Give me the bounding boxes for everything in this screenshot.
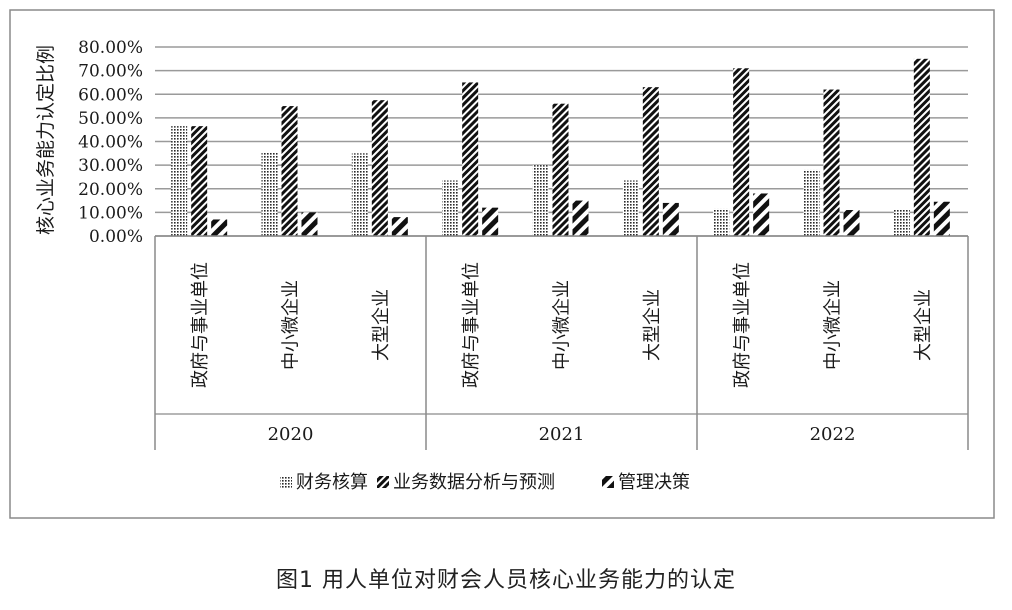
legend-swatch [602, 476, 614, 488]
group-label: 2022 [810, 424, 856, 445]
y-tick-label: 40.00% [78, 133, 143, 153]
bar [532, 165, 549, 236]
bar [753, 193, 770, 236]
y-tick-label: 70.00% [78, 62, 143, 82]
bars [171, 58, 950, 237]
bar [733, 68, 750, 236]
y-tick-label: 30.00% [78, 156, 143, 176]
y-axis-ticks: 0.00% 10.00% 20.00% 30.00% 40.00% 50.00% 60.00… [78, 38, 143, 247]
figure-caption: 图1 用人单位对财会人员核心业务能力的认定 [276, 568, 736, 593]
legend-label: 管理决策 [618, 472, 690, 493]
legend: 财务核算 业务数据分析与预测 管理决策 [280, 472, 690, 493]
category-label: 政府与事业单位 [461, 262, 482, 388]
bar [823, 89, 840, 237]
bar [171, 126, 188, 236]
bar [933, 201, 950, 236]
bar [913, 58, 930, 236]
bar [301, 212, 318, 236]
category-label: 中小微企业 [552, 280, 573, 370]
category-axis: 政府与事业单位 中小微企业 大型企业 政府与事业单位 中小微企业 大型企业 政府与事业单位 中… [154, 235, 969, 450]
bar [572, 200, 589, 236]
category-label: 大型企业 [371, 289, 392, 361]
bar [211, 219, 228, 236]
category-label: 中小微企业 [281, 280, 302, 370]
bar [713, 208, 730, 236]
category-label: 政府与事业单位 [190, 262, 211, 388]
y-tick-label: 80.00% [78, 38, 143, 58]
category-label: 政府与事业单位 [732, 262, 753, 388]
legend-label: 财务核算 [296, 472, 368, 493]
group-label: 2021 [539, 424, 585, 445]
y-tick-label: 10.00% [78, 203, 143, 223]
category-label: 大型企业 [642, 289, 663, 361]
bar [893, 210, 910, 236]
bar [281, 106, 298, 236]
bar [442, 180, 459, 236]
bar-chart: 0.00% 10.00% 20.00% 30.00% 40.00% 50.00% 60.00… [9, 9, 995, 519]
bar [482, 207, 499, 236]
bar [462, 82, 479, 236]
legend-swatch [377, 476, 389, 488]
y-tick-label: 60.00% [78, 85, 143, 105]
bar [261, 152, 278, 236]
bar [371, 100, 388, 236]
y-tick-label: 0.00% [89, 227, 143, 247]
category-label: 中小微企业 [823, 280, 844, 370]
bar [391, 217, 408, 236]
legend-label: 业务数据分析与预测 [393, 472, 555, 493]
bar [552, 103, 569, 236]
bar [191, 126, 208, 236]
group-label: 2020 [268, 424, 314, 445]
bar [843, 210, 860, 236]
bar [662, 202, 679, 236]
y-tick-label: 20.00% [78, 180, 143, 200]
bar [351, 153, 368, 236]
y-tick-label: 50.00% [78, 109, 143, 129]
y-axis-label: 核心业务能力认定比例 [35, 45, 57, 235]
bar [622, 180, 639, 236]
legend-swatch [280, 476, 292, 488]
bar [803, 169, 820, 236]
bar [642, 87, 659, 236]
category-label: 大型企业 [913, 289, 934, 361]
